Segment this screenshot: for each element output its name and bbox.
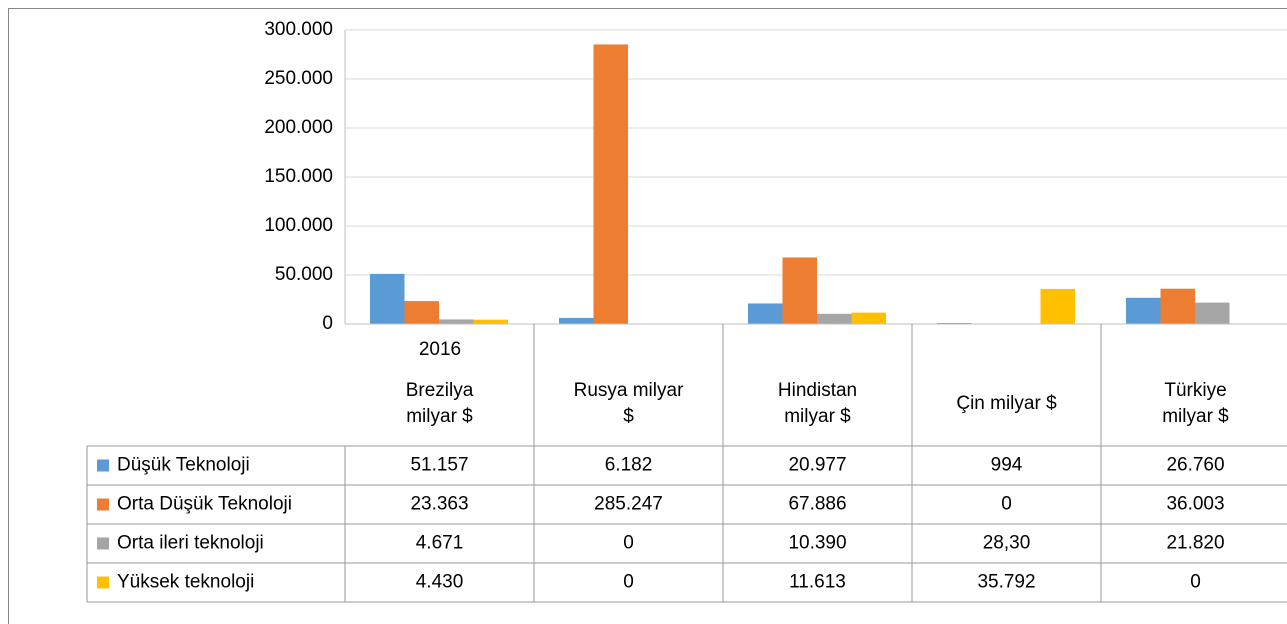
bar: [559, 317, 594, 324]
table-value: 35.792: [977, 572, 1035, 593]
table-value: 21.820: [1166, 533, 1224, 554]
category-cell: Brezilya milyar $: [405, 380, 474, 427]
y-tick-label: 0: [322, 313, 333, 334]
category-cell: Hindistan milyar $: [777, 380, 858, 427]
table-value: 23.363: [410, 494, 468, 515]
table-value: 4.430: [416, 572, 464, 593]
y-tick-label: 100.000: [264, 215, 333, 236]
bar: [782, 257, 817, 324]
bar: [439, 319, 474, 324]
table-value: 4.671: [416, 533, 464, 554]
bar: [1160, 288, 1195, 324]
legend-key: [97, 498, 109, 511]
table-value: 11.613: [789, 572, 846, 593]
bar: [1040, 288, 1075, 324]
table-value: 67.886: [788, 494, 846, 515]
y-tick-label: 50.000: [275, 264, 333, 285]
x-tick-label: Türkiye milyar $: [1162, 380, 1229, 427]
bar: [851, 312, 886, 324]
table-value: 10.390: [788, 533, 846, 554]
x-tick-label: Rusya milyar $: [573, 380, 684, 427]
category-cell: Türkiye milyar $: [1162, 380, 1229, 427]
category-cell: Rusya milyar $: [573, 380, 684, 427]
table-value: 994: [991, 455, 1023, 476]
x-tick-label: Hindistan milyar $: [777, 380, 858, 427]
year-label: 2016: [419, 339, 461, 360]
y-tick-label: 250.000: [264, 68, 333, 89]
legend-key: [97, 459, 109, 472]
legend-label: Orta Düşük Teknoloji: [117, 494, 292, 515]
bar: [1126, 297, 1161, 324]
table-value: 51.157: [410, 455, 468, 476]
bar: [404, 301, 439, 324]
bar: [748, 303, 783, 324]
y-tick-label: 150.000: [264, 166, 333, 187]
table-value: 0: [623, 572, 634, 593]
table-value: 0: [623, 533, 634, 554]
bar: [1195, 302, 1230, 324]
table-value: 26.760: [1166, 455, 1224, 476]
bar: [370, 273, 405, 324]
chart-border: [8, 8, 1287, 624]
legend-key: [97, 576, 109, 589]
legend-label: Yüksek teknoloji: [117, 572, 254, 593]
table-value: 0: [1190, 572, 1201, 593]
bar: [817, 313, 852, 324]
y-tick-label: 300.000: [264, 19, 333, 40]
table-value: 28,30: [983, 533, 1031, 554]
table-value: 20.977: [788, 455, 846, 476]
legend-label: Düşük Teknoloji: [117, 455, 250, 476]
category-cell: Çin milyar $: [956, 393, 1057, 414]
table-value: 285.247: [594, 494, 663, 515]
table-value: 0: [1001, 494, 1012, 515]
y-tick-label: 200.000: [264, 117, 333, 138]
legend-label: Orta ileri teknoloji: [117, 533, 264, 554]
legend-key: [97, 537, 109, 550]
x-tick-label: Brezilya milyar $: [405, 380, 474, 427]
table-value: 6.182: [605, 455, 653, 476]
table-value: 36.003: [1166, 494, 1224, 515]
bar: [473, 319, 508, 324]
bar: [593, 44, 628, 324]
x-tick-label: Çin milyar $: [956, 393, 1057, 414]
